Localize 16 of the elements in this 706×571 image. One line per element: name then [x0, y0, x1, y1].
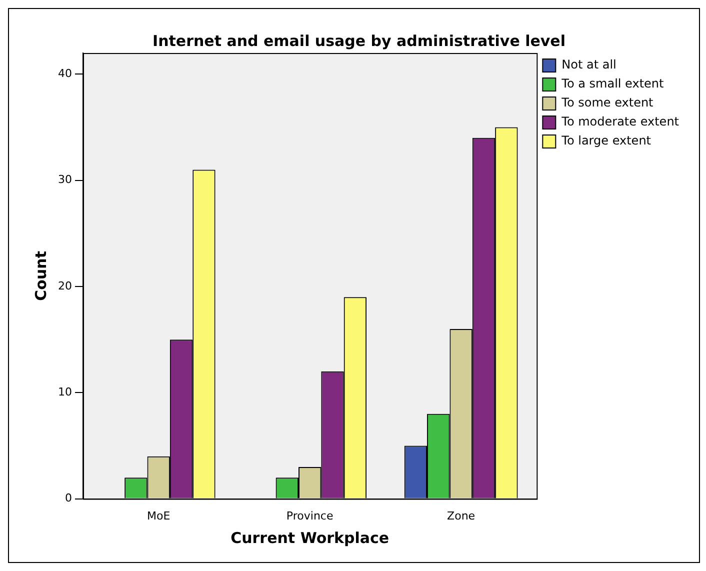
x-tick-label: Zone — [447, 509, 476, 522]
x-tick-label: MoE — [147, 509, 170, 522]
y-axis-title: Count — [32, 250, 50, 301]
legend-label: To some extent — [560, 96, 654, 110]
y-tick-label: 20 — [58, 279, 72, 292]
y-tick-label: 10 — [58, 386, 72, 399]
legend-label: To a small extent — [560, 76, 664, 91]
x-axis-title: Current Workplace — [230, 528, 390, 547]
y-tick-label: 0 — [64, 492, 72, 505]
legend-label: Not at all — [562, 58, 616, 72]
y-tick-label: 30 — [58, 173, 72, 186]
legend-label: To moderate extent — [560, 114, 680, 129]
y-tick-label: 40 — [58, 67, 72, 80]
chart-title: Internet and email usage by administrative level — [152, 32, 566, 50]
legend-label: To large extent — [560, 134, 652, 148]
x-tick-label: Province — [286, 509, 334, 522]
